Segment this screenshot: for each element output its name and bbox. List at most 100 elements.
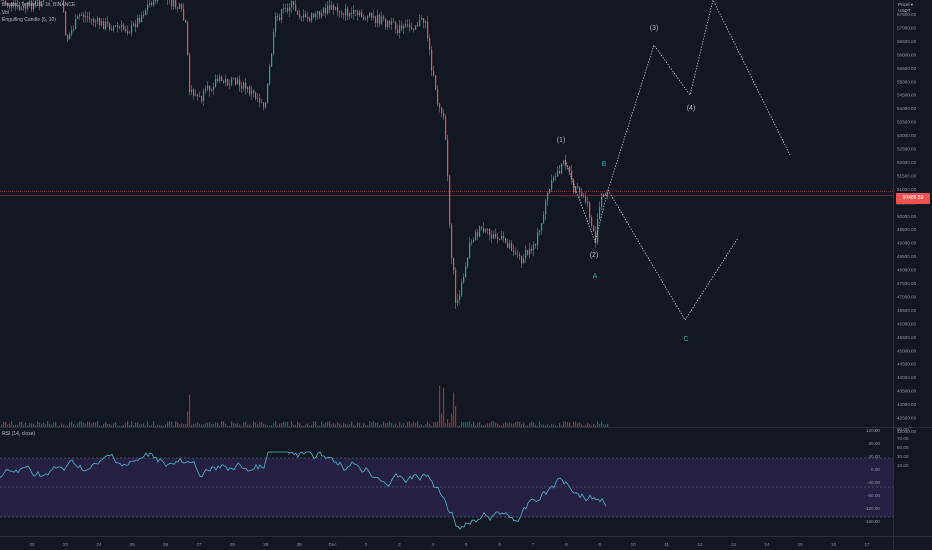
time-axis-label[interactable]: Dec — [329, 542, 338, 547]
price-axis-label[interactable]: 56500.00 — [897, 39, 917, 44]
price-axis-label[interactable]: 47000.00 — [897, 294, 917, 299]
volume-bar — [475, 425, 477, 427]
rsi-axis-label: 30.00 — [897, 454, 909, 459]
price-axis-label[interactable]: 42000.00 — [897, 429, 917, 434]
price-axis-label[interactable]: 51000.00 — [897, 187, 917, 192]
time-axis-label[interactable]: 28 — [230, 542, 236, 547]
candle-body — [375, 16, 377, 24]
time-axis-label[interactable]: 9 — [599, 542, 602, 547]
candle-body — [269, 66, 271, 84]
price-axis-label[interactable]: 53000.00 — [897, 133, 917, 138]
volume-bar — [363, 423, 365, 427]
time-axis-label[interactable]: 3 — [398, 542, 401, 547]
price-axis-label[interactable]: 43000.00 — [897, 402, 917, 407]
price-axis-label[interactable]: 42500.00 — [897, 416, 917, 421]
candle-body — [139, 17, 141, 23]
time-axis-label[interactable]: 24 — [96, 542, 102, 547]
price-axis-label[interactable]: 46500.00 — [897, 308, 917, 313]
price-axis-label[interactable]: 46000.00 — [897, 321, 917, 326]
candle-body — [221, 76, 223, 82]
rsi-legend[interactable]: RSI (14, close) — [2, 431, 36, 437]
time-axis-label[interactable]: 17 — [864, 542, 870, 547]
time-axis-label[interactable]: 14 — [764, 542, 770, 547]
wave-label-a[interactable]: A — [593, 273, 598, 280]
wave-label-w3[interactable]: (3) — [650, 25, 659, 32]
price-axis-label[interactable]: 54500.00 — [897, 93, 917, 98]
currency-label[interactable]: Pricel ▾ USDT — [898, 2, 913, 14]
price-axis-label[interactable]: 56000.00 — [897, 52, 917, 57]
price-axis-label[interactable]: 54000.00 — [897, 106, 917, 111]
volume-bar — [307, 423, 309, 427]
candle-body — [599, 206, 601, 220]
candle-body — [113, 26, 115, 31]
price-axis-label[interactable]: 45500.00 — [897, 335, 917, 340]
price-axis-label[interactable]: 52000.00 — [897, 160, 917, 165]
candle-body — [445, 116, 447, 140]
price-axis-label[interactable]: 48000.00 — [897, 268, 917, 273]
price-axis-label[interactable]: 50000.00 — [897, 214, 917, 219]
volume-label[interactable]: Vol — [2, 9, 9, 16]
volume-bar — [391, 422, 393, 427]
volume-bar — [585, 424, 587, 427]
time-axis-label[interactable]: 15 — [798, 542, 804, 547]
time-axis-label[interactable]: 12 — [697, 542, 703, 547]
price-axis-label[interactable]: 47500.00 — [897, 281, 917, 286]
price-axis-label[interactable]: 55500.00 — [897, 66, 917, 71]
wave-label-b[interactable]: B — [602, 161, 607, 168]
volume-bar — [147, 421, 149, 427]
price-axis-label[interactable]: 45000.00 — [897, 348, 917, 353]
candle-body — [273, 31, 275, 54]
price-axis-label[interactable]: 57500.00 — [897, 12, 917, 17]
time-axis-label[interactable]: 23 — [63, 542, 69, 547]
price-axis-label[interactable]: 44000.00 — [897, 375, 917, 380]
wave-label-c[interactable]: C — [683, 336, 688, 343]
candle-body — [417, 25, 419, 27]
volume-bar — [605, 424, 607, 427]
time-axis-label[interactable]: 7 — [532, 542, 535, 547]
price-axis-label[interactable]: 43500.00 — [897, 389, 917, 394]
rsi-scale-label: 120.00 — [866, 428, 880, 433]
volume-bar — [105, 422, 107, 427]
symbol-title[interactable]: Bitcoin / TetherUS, 1h, BINANCE — [2, 2, 76, 8]
time-axis-label[interactable]: 10 — [631, 542, 637, 547]
volume-bar — [411, 423, 413, 427]
price-axis-label[interactable]: 55000.00 — [897, 79, 917, 84]
price-axis-label[interactable]: 44500.00 — [897, 362, 917, 367]
volume-bar — [409, 421, 411, 427]
price-axis-label[interactable]: 49000.00 — [897, 241, 917, 246]
time-axis-label[interactable]: 4 — [432, 542, 435, 547]
time-axis-label[interactable]: 5 — [465, 542, 468, 547]
volume-bar — [103, 424, 105, 427]
time-axis-label[interactable]: 13 — [731, 542, 737, 547]
price-axis-label[interactable]: 49500.00 — [897, 227, 917, 232]
price-axis-label[interactable]: 53500.00 — [897, 120, 917, 125]
time-axis-label[interactable]: 27 — [196, 542, 202, 547]
price-axis-label[interactable]: 57000.00 — [897, 25, 917, 30]
time-axis-label[interactable]: 30 — [297, 542, 303, 547]
wave-label-w4[interactable]: (4) — [687, 105, 696, 112]
time-axis-label[interactable]: 6 — [498, 542, 501, 547]
candle-body — [333, 5, 335, 10]
candle-body — [373, 16, 375, 18]
candle-body — [149, 2, 151, 5]
time-axis-label[interactable]: 16 — [831, 542, 837, 547]
candle-body — [109, 23, 111, 30]
volume-bar — [399, 421, 401, 427]
time-axis-label[interactable]: 29 — [263, 542, 269, 547]
volume-bar — [199, 423, 201, 427]
price-axis-label[interactable]: 48500.00 — [897, 254, 917, 259]
indicator-label[interactable]: Engulfing Candle (5, 10) — [2, 17, 56, 23]
wave-label-w2[interactable]: (2) — [590, 252, 599, 259]
time-axis-label[interactable]: 26 — [163, 542, 169, 547]
time-axis-label[interactable]: 11 — [664, 542, 669, 547]
time-axis-label[interactable]: 2 — [365, 542, 368, 547]
price-axis-label[interactable]: 51500.00 — [897, 173, 917, 178]
price-axis-label[interactable]: 52500.00 — [897, 147, 917, 152]
volume-bar — [121, 425, 123, 427]
time-axis-label[interactable]: 8 — [565, 542, 568, 547]
wave-label-w1[interactable]: (1) — [557, 137, 566, 144]
time-axis-label[interactable]: 22 — [29, 542, 35, 547]
time-axis-label[interactable]: 25 — [130, 542, 136, 547]
